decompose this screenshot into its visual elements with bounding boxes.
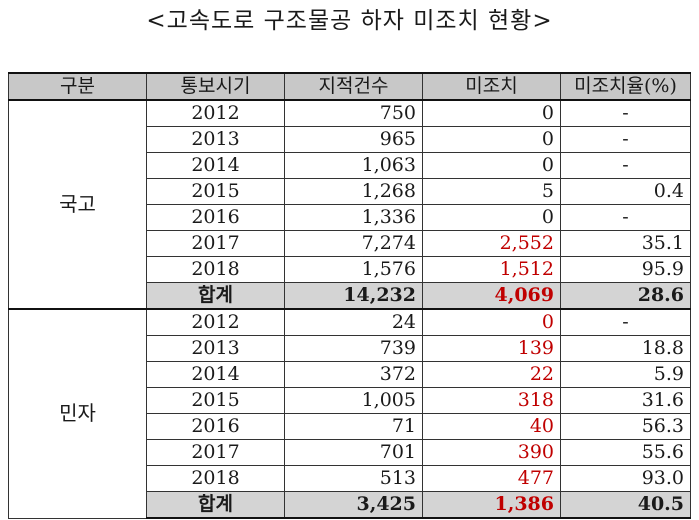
rate-cell: -	[560, 126, 691, 153]
unresolved-cell: 0	[422, 308, 561, 336]
rate-cell: 0.4	[560, 178, 691, 205]
header-count: 지적건수	[284, 72, 423, 101]
rate-cell: 18.8	[560, 335, 691, 362]
rate-cell: -	[560, 99, 691, 127]
total-rate: 40.5	[560, 491, 691, 519]
unresolved-cell: 477	[422, 465, 561, 492]
count-cell: 71	[284, 413, 423, 440]
table-row: 2016 71 40 56.3	[9, 413, 691, 440]
year-cell: 2017	[146, 230, 285, 257]
header-notice-year: 통보시기	[146, 72, 285, 101]
total-label: 합계	[146, 491, 285, 519]
year-cell: 2013	[146, 126, 285, 153]
header-category: 구분	[8, 72, 147, 101]
rate-cell: 95.9	[560, 256, 691, 283]
year-cell: 2016	[146, 204, 285, 231]
total-unresolved: 1,386	[422, 491, 561, 519]
count-cell: 1,063	[284, 152, 423, 179]
group-private: 민자 2012 24 0 - 2013 739 139 18.8 2014 37…	[8, 308, 691, 519]
unresolved-cell: 2,552	[422, 230, 561, 257]
table-row: 국고 2012 750 0 -	[8, 99, 691, 310]
year-cell: 2012	[146, 308, 285, 336]
year-cell: 2014	[146, 152, 285, 179]
table-row: 2013 965 0 -	[9, 126, 691, 153]
total-label: 합계	[146, 282, 285, 310]
rate-cell: 56.3	[560, 413, 691, 440]
table-row: 민자 2012 24 0 -	[8, 308, 691, 519]
unresolved-cell: 139	[422, 335, 561, 362]
unresolved-cell: 0	[422, 152, 561, 179]
count-cell: 1,268	[284, 178, 423, 205]
rate-cell: -	[560, 204, 691, 231]
year-cell: 2015	[146, 178, 285, 205]
year-cell: 2016	[146, 413, 285, 440]
count-cell: 1,005	[284, 387, 423, 414]
count-cell: 24	[284, 308, 423, 336]
table-row: 2015 1,268 5 0.4	[9, 178, 691, 205]
rate-cell: -	[560, 308, 691, 336]
table-row: 2015 1,005 318 31.6	[9, 387, 691, 414]
unresolved-cell: 5	[422, 178, 561, 205]
year-cell: 2012	[146, 99, 285, 127]
count-cell: 1,336	[284, 204, 423, 231]
rate-cell: 35.1	[560, 230, 691, 257]
unresolved-cell: 1,512	[422, 256, 561, 283]
table-row: 2018 513 477 93.0	[9, 465, 691, 492]
rate-cell: 93.0	[560, 465, 691, 492]
year-cell: 2018	[146, 465, 285, 492]
count-cell: 372	[284, 361, 423, 388]
table-row: 2017 7,274 2,552 35.1	[9, 230, 691, 257]
rate-cell: 31.6	[560, 387, 691, 414]
rate-cell: 55.6	[560, 439, 691, 466]
rate-cell: 5.9	[560, 361, 691, 388]
count-cell: 750	[284, 99, 423, 127]
group-label: 민자	[8, 308, 147, 519]
header-unresolved-rate: 미조치율(%)	[560, 72, 691, 101]
table-row: 2013 739 139 18.8	[9, 335, 691, 362]
rate-cell: -	[560, 152, 691, 179]
year-cell: 2014	[146, 361, 285, 388]
defect-status-table: 구분 통보시기 지적건수 미조치 미조치율(%) 국고 2012 750 0 -…	[8, 72, 691, 519]
count-cell: 965	[284, 126, 423, 153]
unresolved-cell: 22	[422, 361, 561, 388]
year-cell: 2015	[146, 387, 285, 414]
count-cell: 7,274	[284, 230, 423, 257]
total-count: 3,425	[284, 491, 423, 519]
year-cell: 2018	[146, 256, 285, 283]
group-national: 국고 2012 750 0 - 2013 965 0 - 2014 1,063 …	[8, 99, 691, 310]
total-count: 14,232	[284, 282, 423, 310]
count-cell: 513	[284, 465, 423, 492]
count-cell: 701	[284, 439, 423, 466]
year-cell: 2017	[146, 439, 285, 466]
table-row: 2014 372 22 5.9	[9, 361, 691, 388]
year-cell: 2013	[146, 335, 285, 362]
table-header: 구분 통보시기 지적건수 미조치 미조치율(%)	[8, 72, 691, 101]
total-row: 합계 14,232 4,069 28.6	[9, 282, 691, 310]
unresolved-cell: 390	[422, 439, 561, 466]
unresolved-cell: 318	[422, 387, 561, 414]
count-cell: 1,576	[284, 256, 423, 283]
group-label: 국고	[8, 99, 147, 310]
unresolved-cell: 0	[422, 99, 561, 127]
unresolved-cell: 0	[422, 204, 561, 231]
table-row: 2014 1,063 0 -	[9, 152, 691, 179]
count-cell: 739	[284, 335, 423, 362]
total-row: 합계 3,425 1,386 40.5	[9, 491, 691, 519]
page-title: <고속도로 구조물공 하자 미조치 현황>	[146, 8, 553, 34]
unresolved-cell: 40	[422, 413, 561, 440]
unresolved-cell: 0	[422, 126, 561, 153]
total-rate: 28.6	[560, 282, 691, 310]
header-unresolved: 미조치	[422, 72, 561, 101]
table-row: 2018 1,576 1,512 95.9	[9, 256, 691, 283]
total-unresolved: 4,069	[422, 282, 561, 310]
